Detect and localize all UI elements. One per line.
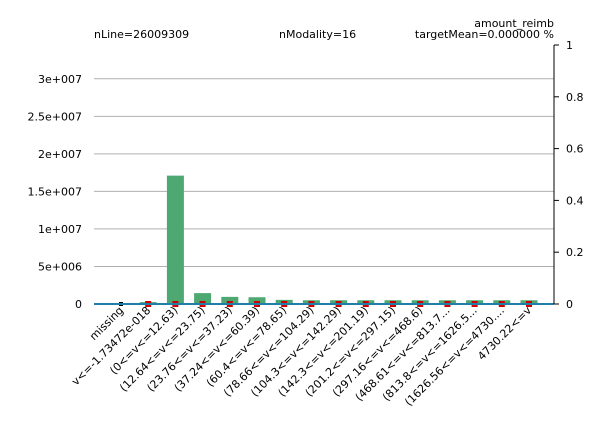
variable-name: amount_reimb: [474, 17, 554, 30]
y-tick-label: 3e+007: [38, 73, 82, 86]
bar: [194, 293, 212, 304]
y-tick-label: 5e+006: [38, 260, 82, 273]
bar: [248, 297, 266, 304]
axes: [94, 45, 555, 305]
left-axis-ticks: 0 5e+006 1e+007 1.5e+007 2e+007 2.5e+007 3e+00…: [28, 73, 82, 311]
gridlines: [94, 78, 554, 267]
x-axis-ticks: missingv<=-1.73472e-018(0<=v<=12.63)(12.…: [69, 304, 534, 409]
n-line-label: nLine=26009309: [94, 28, 189, 41]
y-tick-label: 1.5e+007: [28, 185, 82, 198]
y2-tick-label: 1: [566, 39, 573, 52]
bars: [139, 175, 538, 304]
bar: [221, 296, 239, 304]
y2-tick-label: 0.4: [566, 194, 584, 207]
n-modality-label: nModality=16: [279, 28, 356, 41]
y-tick-label: 2.5e+007: [28, 110, 82, 123]
bar: [166, 175, 184, 304]
right-axis-ticks: 0 0.2 0.4 0.6 0.8 1: [554, 39, 584, 311]
y2-tick-label: 0.2: [566, 246, 584, 259]
y-tick-label: 1e+007: [38, 223, 82, 236]
y2-tick-label: 0.6: [566, 143, 584, 156]
y2-tick-label: 0.8: [566, 91, 584, 104]
y-tick-label: 0: [75, 298, 82, 311]
y2-tick-label: 0: [566, 298, 573, 311]
target-mean-label: targetMean=0.000000 %: [415, 28, 554, 41]
y-tick-label: 2e+007: [38, 148, 82, 161]
